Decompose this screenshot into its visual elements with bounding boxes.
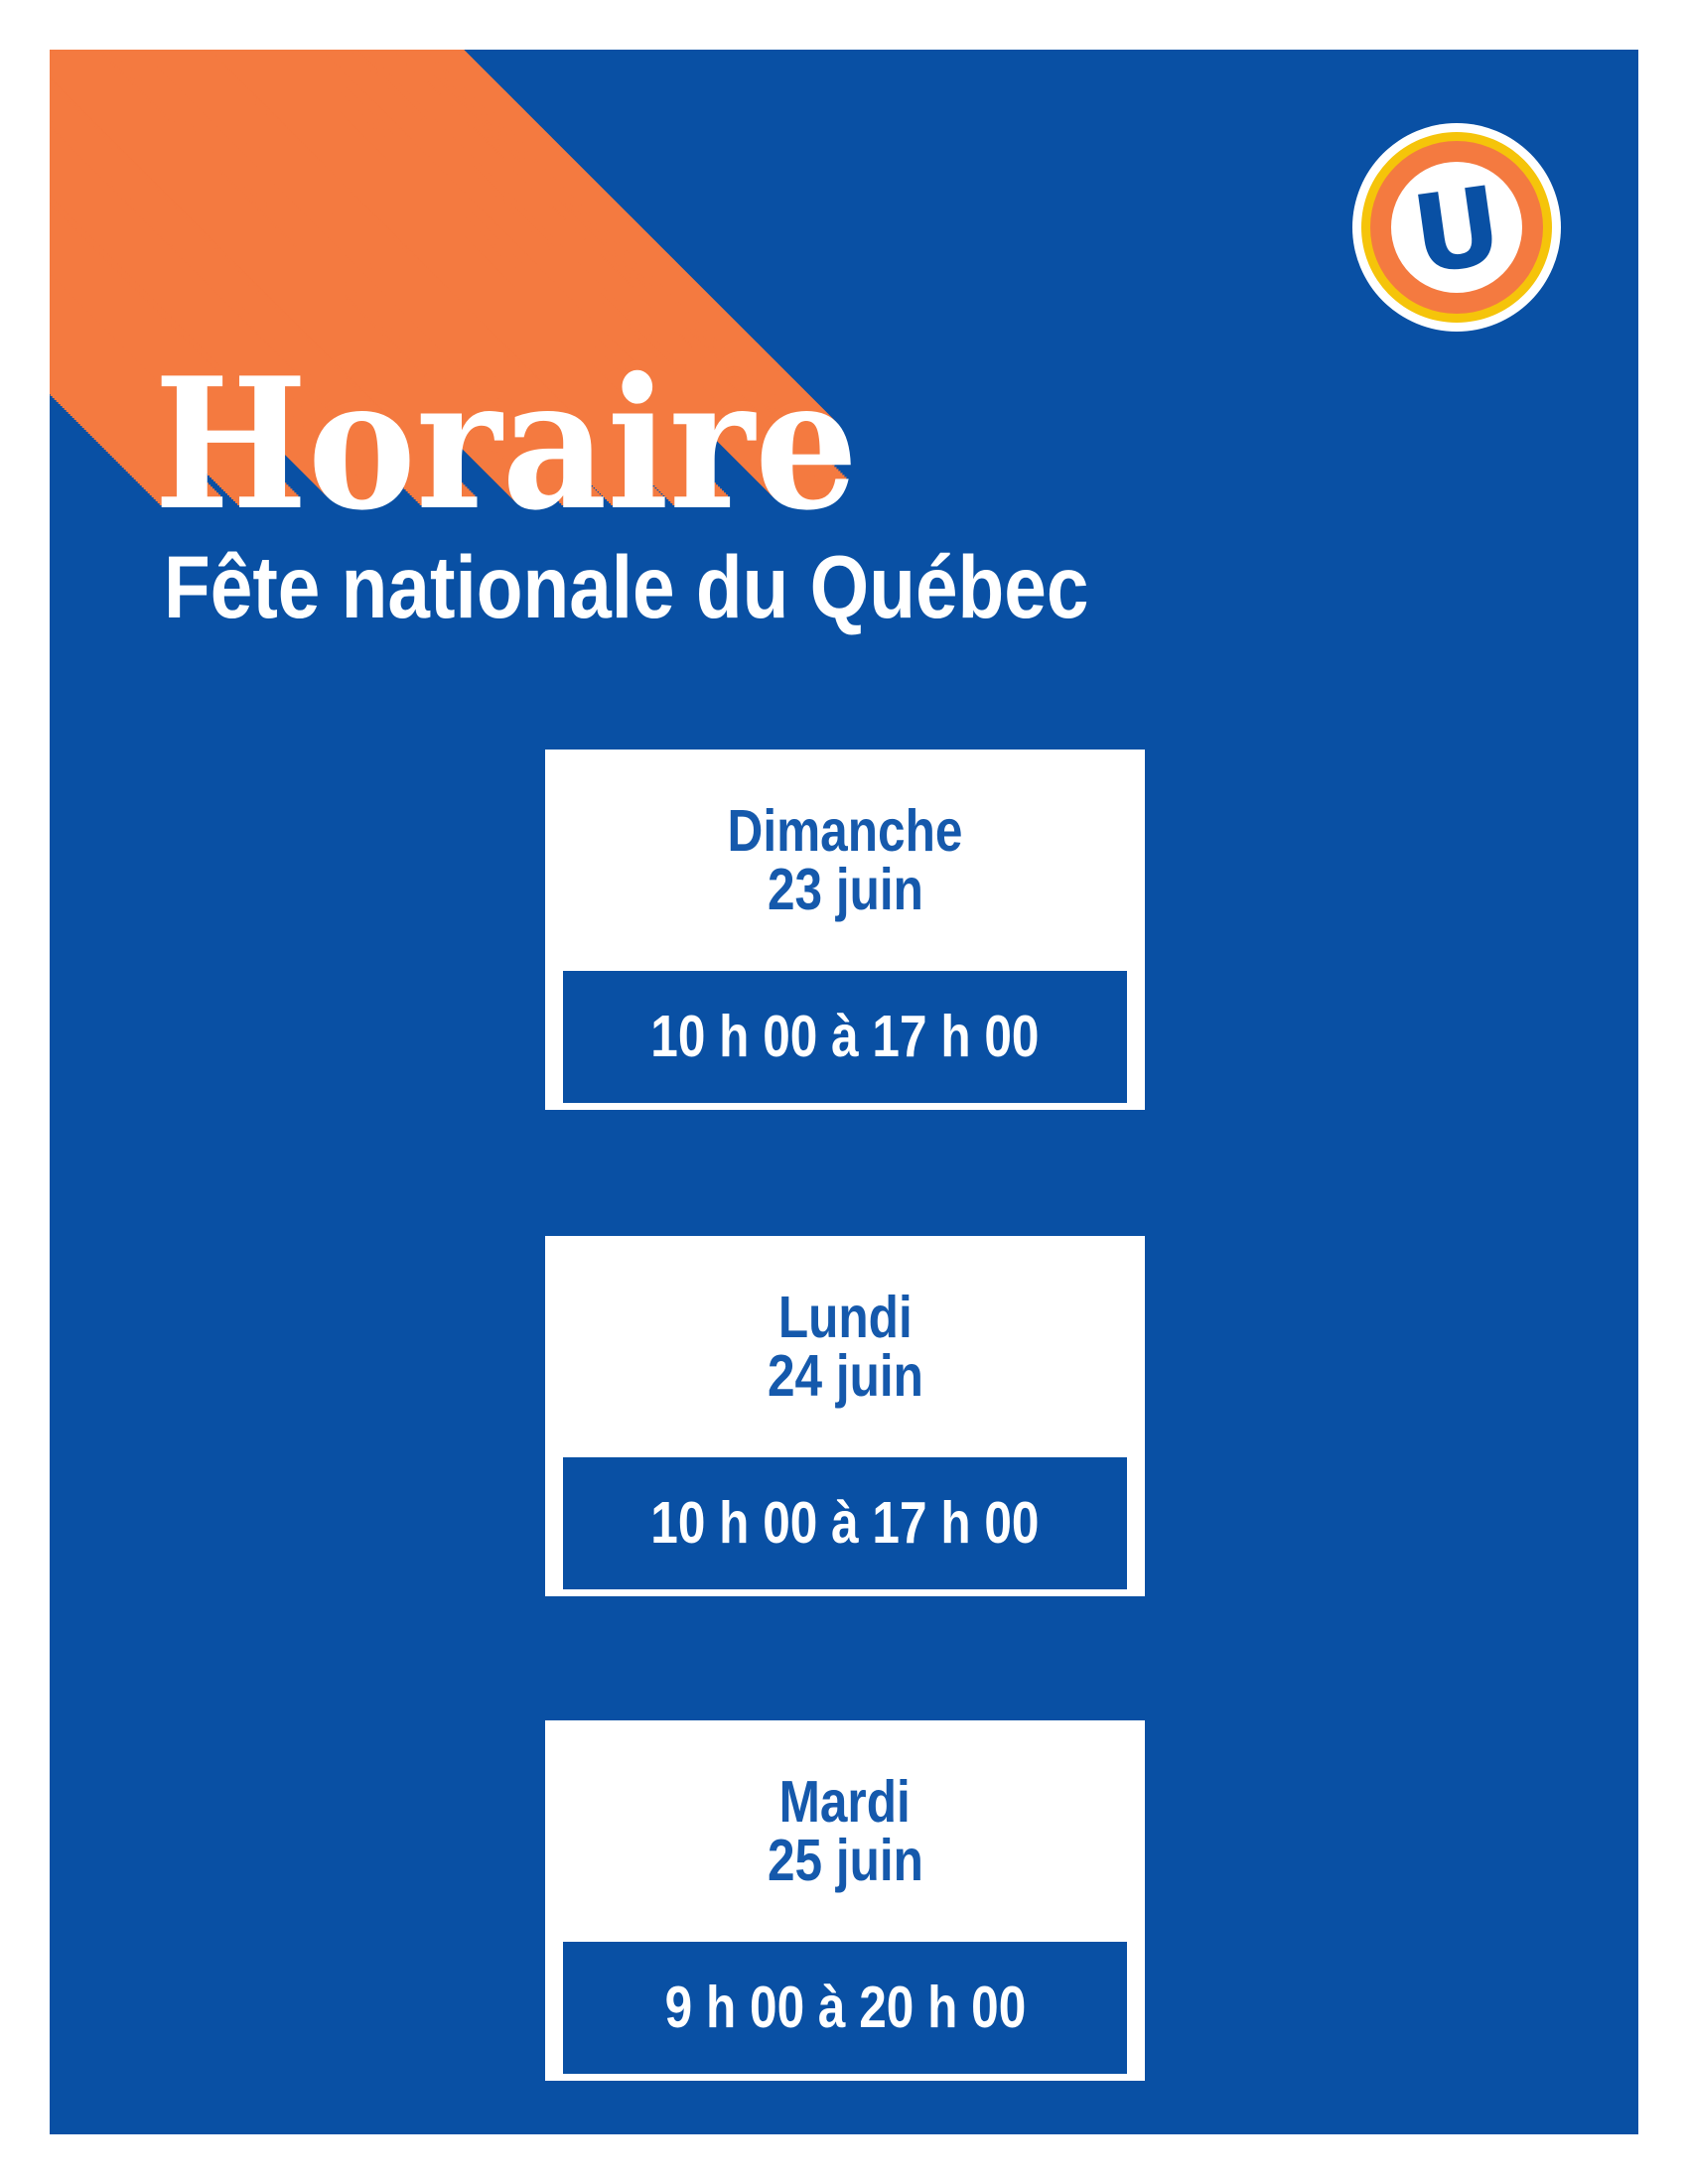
brand-logo: U	[1352, 123, 1561, 332]
schedule-card: Mardi 25 juin 9 h 00 à 20 h 00	[545, 1720, 1145, 2081]
hours-label: 9 h 00 à 20 h 00	[664, 1975, 1026, 2040]
schedule-card: Lundi 24 juin 10 h 00 à 17 h 00	[545, 1236, 1145, 1596]
date-label: 24 juin	[767, 1342, 923, 1409]
hours-label: 10 h 00 à 17 h 00	[650, 1490, 1040, 1556]
logo-inner-disc	[1391, 162, 1522, 293]
schedule-card: Dimanche 23 juin 10 h 00 à 17 h 00	[545, 750, 1145, 1110]
logo-letter: U	[1405, 164, 1508, 299]
day-label: Dimanche	[727, 797, 963, 864]
page-title: Horaire	[154, 338, 859, 550]
date-label: 23 juin	[767, 856, 923, 922]
card-hours-panel: 10 h 00 à 17 h 00	[563, 971, 1127, 1103]
poster-background: Horaire Fête nationale du Québec U Diman…	[50, 50, 1638, 2134]
page-subtitle: Fête nationale du Québec	[164, 537, 1089, 636]
orange-beam-shape	[50, 50, 777, 365]
hours-label: 10 h 00 à 17 h 00	[650, 1004, 1040, 1069]
day-label: Lundi	[777, 1284, 913, 1350]
brand-logo-icon: U	[1352, 123, 1561, 332]
card-day-block: Dimanche 23 juin	[545, 750, 1145, 971]
day-label: Mardi	[778, 1768, 912, 1835]
card-day-block: Lundi 24 juin	[545, 1236, 1145, 1457]
card-day-block: Mardi 25 juin	[545, 1720, 1145, 1942]
card-hours-panel: 9 h 00 à 20 h 00	[563, 1942, 1127, 2074]
card-hours-panel: 10 h 00 à 17 h 00	[563, 1457, 1127, 1589]
date-label: 25 juin	[767, 1827, 923, 1893]
